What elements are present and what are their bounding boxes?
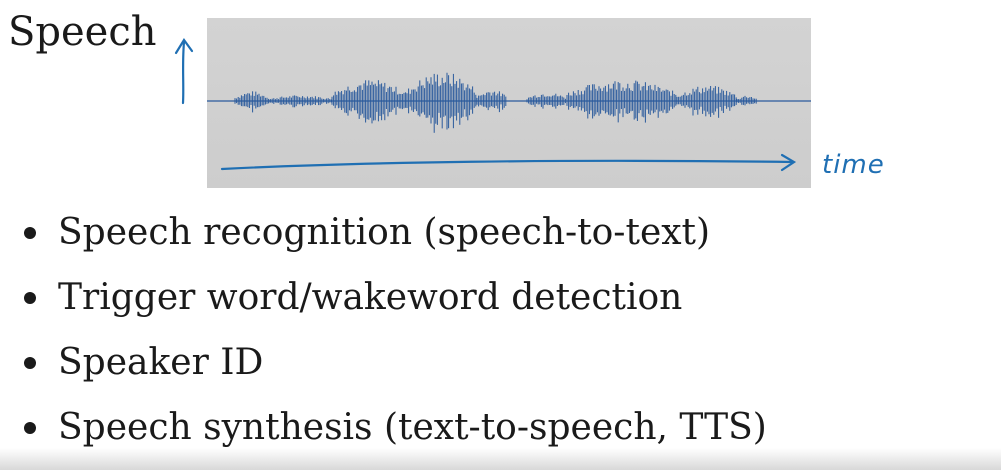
bullet-text: Speaker ID — [58, 342, 264, 383]
bullet-dot-icon — [24, 356, 36, 369]
bullet-item-speech-recognition: Speech recognition (speech-to-text) — [22, 200, 767, 265]
time-label: time — [822, 150, 885, 180]
bullet-dot-icon — [24, 421, 36, 434]
amplitude-arrow-icon — [174, 38, 194, 105]
bullet-item-speaker-id: Speaker ID — [22, 330, 767, 395]
waveform-panel — [207, 18, 811, 188]
bullet-item-trigger-word: Trigger word/wakeword detection — [22, 265, 767, 330]
slide-title: Speech — [8, 9, 157, 55]
bullet-dot-icon — [24, 226, 36, 239]
bullet-text: Speech synthesis (text-to-speech, TTS) — [58, 407, 767, 448]
waveform-graphic — [207, 72, 811, 133]
bullet-item-speech-synthesis: Speech synthesis (text-to-speech, TTS) — [22, 395, 767, 460]
bullet-text: Trigger word/wakeword detection — [58, 277, 683, 318]
bullet-dot-icon — [24, 291, 36, 304]
bullet-text: Speech recognition (speech-to-text) — [58, 212, 711, 253]
bottom-shadow — [0, 448, 1001, 470]
bullet-list: Speech recognition (speech-to-text) Trig… — [22, 200, 767, 460]
